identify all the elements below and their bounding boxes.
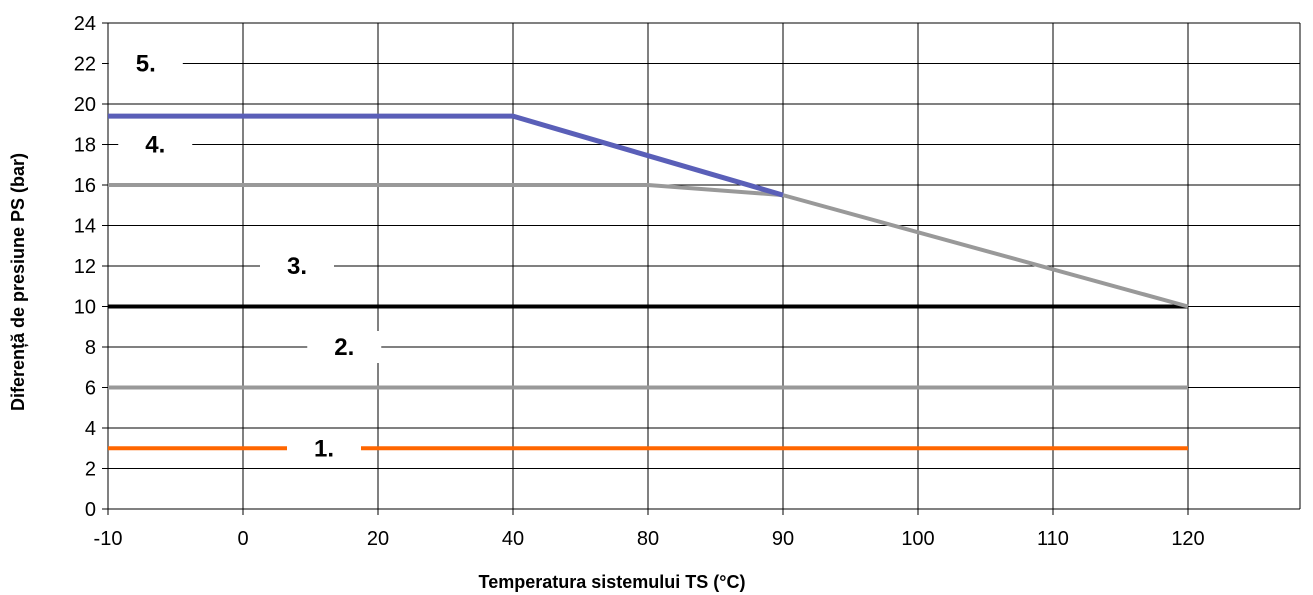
y-tick-label: 0 [85,499,96,521]
y-tick-label: 20 [74,94,96,116]
series-label-bg-3 [260,250,334,282]
y-tick-label: 24 [74,13,96,35]
series-label-5: 5. [136,51,156,78]
x-tick-label: 40 [502,528,524,550]
y-tick-label: 12 [74,256,96,278]
x-tick-label: 80 [637,528,659,550]
y-tick-label: 8 [85,337,96,359]
y-axis-title: Diferență de presiune PS (bar) [8,153,28,411]
series-label-bg-4 [118,128,193,161]
y-tick-label: 18 [74,135,96,157]
y-tick-label: 10 [74,297,96,319]
x-tick-label: 110 [1037,528,1069,550]
y-tick-label: 4 [85,418,96,440]
y-tick-label: 14 [74,216,96,238]
y-tick-label: 2 [85,459,96,481]
y-tick-label: 16 [74,175,96,197]
series-labels: 1. 2. 3. 4. 5. [108,47,382,465]
series-label-4: 4. [145,132,165,159]
series-label-1: 1. [314,435,334,462]
x-tick-label: 100 [901,528,934,550]
series-label-bg-1 [287,432,361,465]
x-tick-label: 20 [367,528,389,550]
series-label-2: 2. [334,334,354,361]
x-tick-label: -10 [94,528,123,550]
series-label-bg-5 [108,47,183,80]
x-tick-label: 0 [237,528,248,550]
x-axis-title: Temperatura sistemului TS (°C) [479,572,746,592]
series-line-4 [108,183,1189,309]
series-line-5 [108,113,784,198]
x-tick-labels: -10 0 20 40 80 90 100 110 120 [94,528,1205,550]
y-tick-label: 22 [74,54,96,76]
series-label-3: 3. [287,253,307,280]
y-tick-label: 6 [85,378,96,400]
x-tick-label: 90 [772,528,794,550]
x-tick-label: 120 [1171,528,1204,550]
series-label-bg-2 [307,331,382,363]
